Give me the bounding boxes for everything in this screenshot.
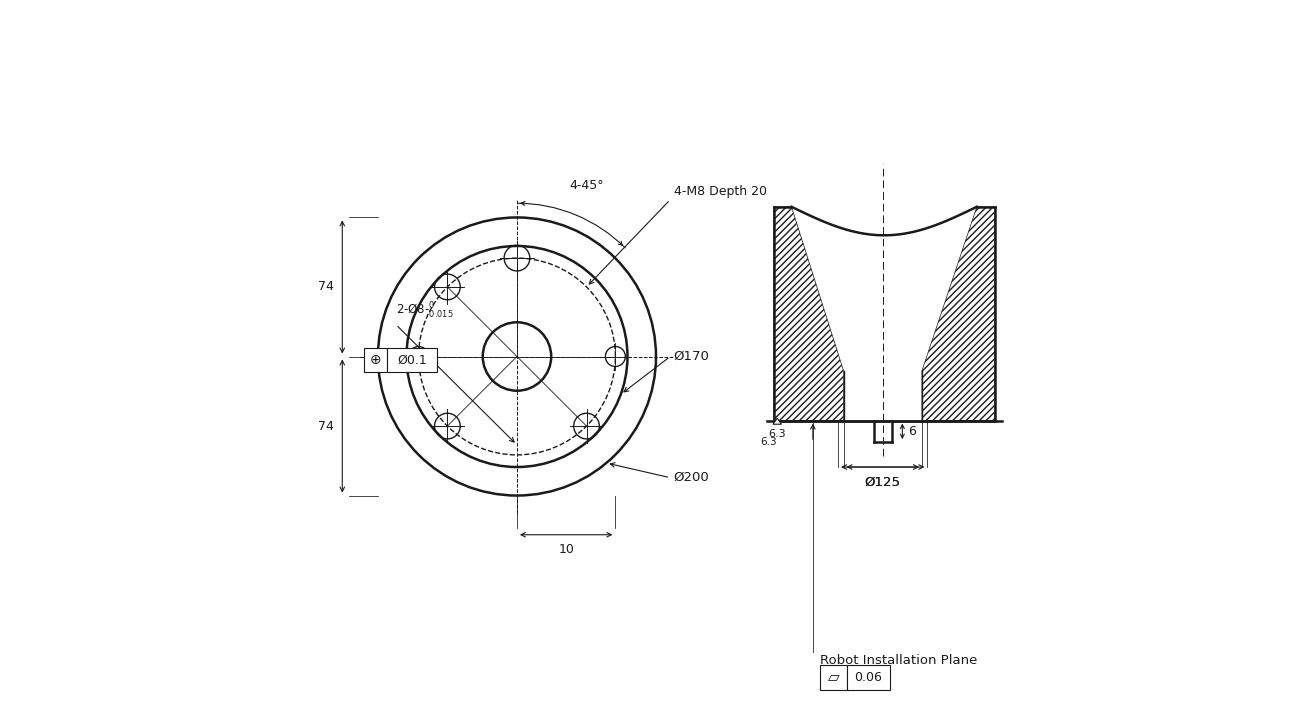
Text: 74: 74 — [318, 280, 333, 294]
Text: 6: 6 — [908, 425, 916, 438]
Text: ▱: ▱ — [828, 670, 840, 685]
Text: Robot Installation Plane: Robot Installation Plane — [820, 654, 977, 667]
Text: ⊕: ⊕ — [370, 353, 382, 367]
Text: Ø200: Ø200 — [674, 471, 710, 484]
FancyBboxPatch shape — [848, 665, 890, 690]
Text: 4-45°: 4-45° — [569, 179, 604, 192]
Text: 4-M8 Depth 20: 4-M8 Depth 20 — [674, 185, 766, 198]
Text: Ø0.1: Ø0.1 — [398, 354, 426, 366]
Text: 6.3: 6.3 — [761, 437, 777, 447]
Text: Ø125: Ø125 — [865, 476, 901, 488]
Text: 74: 74 — [318, 419, 333, 433]
Text: Ø125: Ø125 — [865, 476, 901, 488]
Text: 0.06: 0.06 — [854, 671, 883, 684]
Polygon shape — [773, 419, 782, 424]
FancyBboxPatch shape — [820, 665, 848, 690]
FancyBboxPatch shape — [387, 349, 437, 372]
Text: 2-Ø8-$^0_{0.015}$: 2-Ø8-$^0_{0.015}$ — [396, 301, 454, 321]
Text: Ø170: Ø170 — [674, 350, 710, 363]
Text: 6.3: 6.3 — [769, 429, 786, 439]
Text: 10: 10 — [558, 543, 575, 556]
FancyBboxPatch shape — [363, 349, 387, 372]
